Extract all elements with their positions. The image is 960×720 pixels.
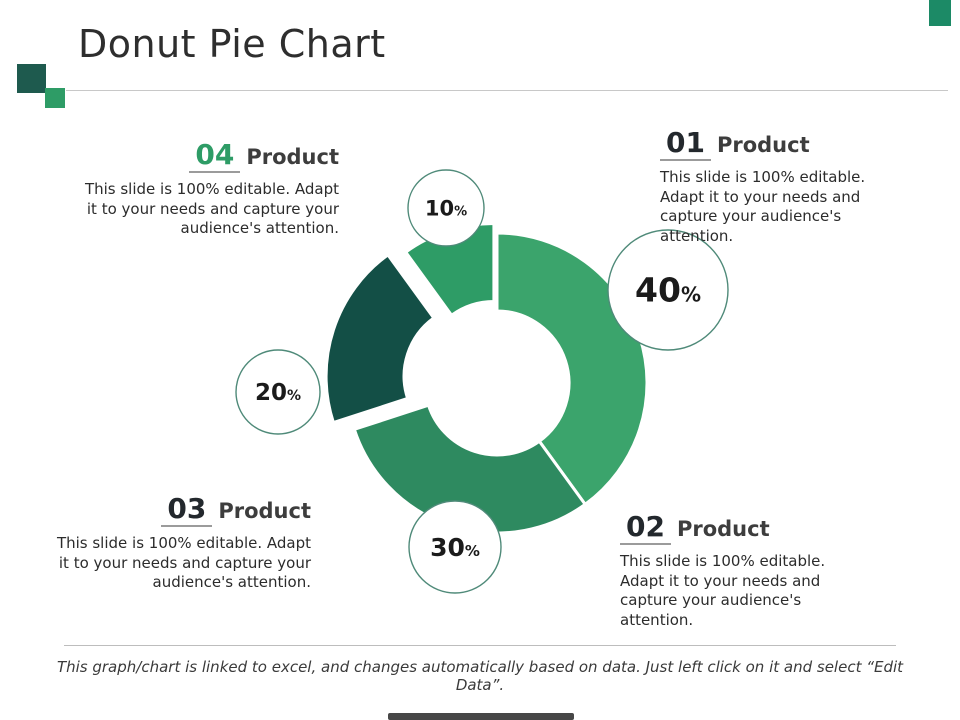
product-04-description: This slide is 100% editable. Adapt it to… — [84, 180, 339, 238]
callout-label-40: 40% — [635, 271, 701, 310]
product-02-number: 02 — [620, 512, 671, 546]
product-01-description: This slide is 100% editable. Adapt it to… — [660, 168, 866, 245]
bottom-bar — [388, 713, 574, 720]
donut-slice-20[interactable] — [324, 252, 436, 425]
page-title: Donut Pie Chart — [78, 22, 386, 66]
callout-label-30: 30% — [430, 533, 480, 562]
product-04-block: 04 Product This slide is 100% editable. A… — [84, 140, 339, 239]
product-02-description: This slide is 100% editable. Adapt it to… — [620, 552, 826, 629]
product-04-number: 04 — [189, 140, 241, 174]
footer-divider — [64, 645, 896, 646]
product-02-heading: 02 Product — [620, 512, 870, 546]
callout-label-10: 10% — [425, 196, 467, 220]
product-01-block: 01 Product This slide is 100% editable. A… — [660, 128, 902, 246]
product-02-label: Product — [676, 517, 770, 541]
title-divider — [66, 90, 948, 91]
product-03-label: Product — [218, 499, 311, 523]
callout-circle-10 — [407, 169, 485, 247]
decor-corner-rect — [929, 0, 951, 26]
product-03-number: 03 — [161, 494, 213, 528]
footer-note: This graph/chart is linked to excel, and… — [56, 658, 904, 694]
product-01-label: Product — [716, 133, 810, 157]
callout-label-20: 20% — [255, 380, 301, 406]
decor-square-dark — [17, 64, 46, 93]
callout-circle-20 — [235, 349, 321, 435]
product-01-heading: 01 Product — [660, 128, 902, 162]
decor-square-green — [45, 88, 65, 108]
callout-circle-30 — [408, 500, 502, 594]
product-02-block: 02 Product This slide is 100% editable. A… — [620, 512, 870, 630]
product-04-label: Product — [246, 145, 339, 169]
donut-slice-30[interactable] — [352, 403, 588, 535]
product-03-description: This slide is 100% editable. Adapt it to… — [56, 534, 311, 592]
callout-circle-40 — [607, 229, 729, 351]
product-01-number: 01 — [660, 128, 711, 162]
product-03-block: 03 Product This slide is 100% editable. A… — [55, 494, 311, 593]
product-04-heading: 04 Product — [84, 140, 339, 174]
product-03-heading: 03 Product — [55, 494, 311, 528]
